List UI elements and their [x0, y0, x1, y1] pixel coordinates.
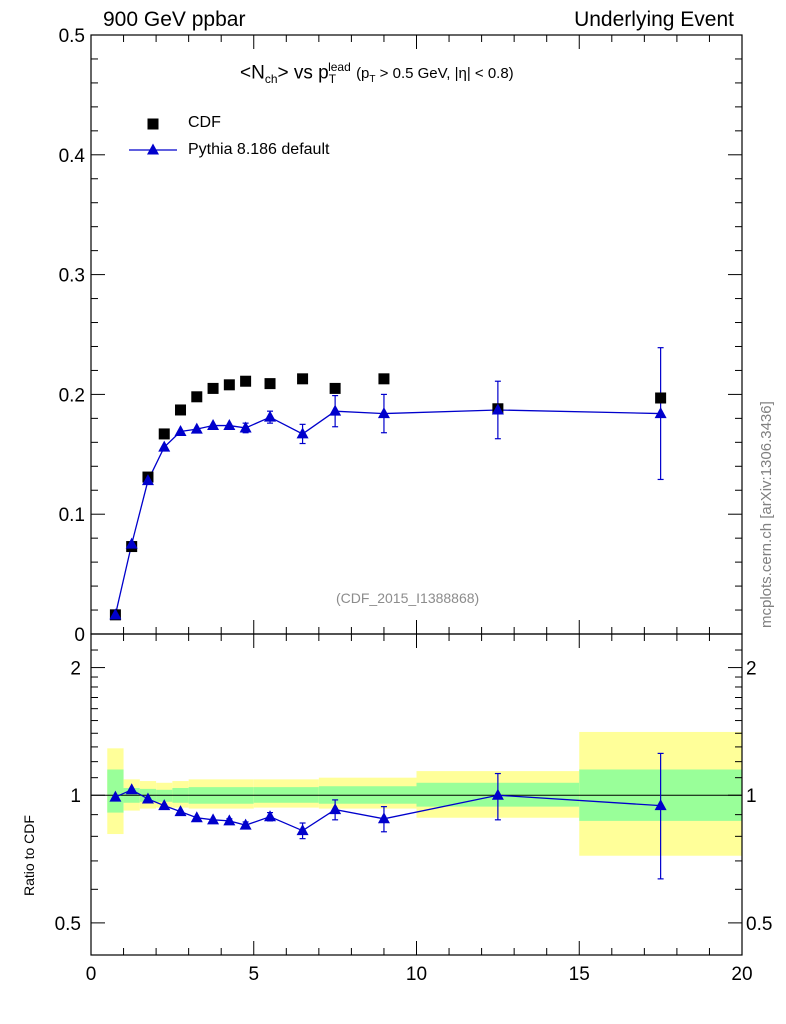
y-tick-label: 0.4 — [59, 146, 86, 167]
y-tick-label: 0.2 — [59, 385, 85, 406]
cdf-point — [191, 391, 203, 403]
pythia-point — [174, 425, 187, 437]
x-tick-label: 0 — [86, 964, 97, 985]
pythia-point — [190, 422, 203, 434]
cdf-point — [158, 428, 170, 440]
ratio-panel-axes: 0 5 10 15 20 0.5 0.5 1 1 2 2 — [55, 633, 772, 985]
x-tick-label: 5 — [248, 964, 259, 985]
pythia-point — [296, 427, 309, 439]
cdf-point — [175, 404, 187, 416]
pythia-point — [158, 440, 171, 452]
title-t-subscript: T — [328, 72, 337, 87]
ratio-point — [654, 799, 667, 811]
title-cuts: (pT > 0.5 GeV, |η| < 0.8) — [356, 65, 514, 86]
plot-title: <Nch> vs pTlead (pT > 0.5 GeV, |η| < 0.8… — [240, 60, 514, 86]
ratio-point — [491, 788, 504, 800]
collision-label: 900 GeV ppbar — [103, 8, 246, 31]
ratio-y-tick-label-right: 2 — [746, 659, 757, 680]
band-inner — [156, 789, 173, 802]
ratio-point — [207, 813, 220, 825]
ratio-point — [141, 792, 154, 804]
ratio-point — [296, 824, 309, 836]
cdf-point — [223, 379, 235, 391]
legend-markers — [129, 118, 177, 155]
side-credit-label: mcplots.cern.ch [arXiv:1306.3436] — [758, 401, 775, 628]
cdf-point — [329, 382, 341, 394]
cdf-point — [378, 373, 390, 385]
y-tick-label: 0.3 — [59, 266, 85, 287]
cuts-rest: > 0.5 GeV, |η| < 0.8) — [375, 65, 514, 83]
ratio-y-axis-label: Ratio to CDF — [21, 815, 37, 896]
ratio-y-tick-label-left: 0.5 — [55, 914, 81, 935]
title-mid: > vs p — [277, 62, 329, 84]
ratio-y-tick-label-right: 0.5 — [746, 914, 772, 935]
pythia-point — [207, 419, 220, 431]
y-tick-label: 0.1 — [59, 505, 85, 526]
cuts-t-subscript: T — [369, 74, 376, 86]
pythia-point — [491, 403, 504, 415]
pythia-point — [223, 419, 236, 431]
pythia-point — [141, 474, 154, 486]
ratio-point — [329, 803, 342, 815]
ratio-point — [125, 783, 138, 795]
pythia-point — [329, 404, 342, 416]
cdf-point — [207, 382, 219, 394]
cdf-point — [655, 392, 667, 404]
pythia-point — [239, 421, 252, 433]
pythia-point — [125, 537, 138, 549]
ratio-point — [239, 818, 252, 830]
cuts-open: (p — [356, 65, 370, 83]
cdf-point — [297, 373, 309, 385]
main-panel-series — [109, 347, 667, 621]
cdf-point — [240, 375, 252, 387]
analysis-label: Underlying Event — [574, 8, 734, 31]
x-tick-label: 15 — [569, 964, 590, 985]
pythia-point — [654, 407, 667, 419]
ratio-point — [264, 810, 277, 822]
pythia-point — [377, 407, 390, 419]
pythia-point — [264, 410, 277, 422]
ratio-y-tick-label-right: 1 — [746, 786, 757, 807]
legend-entry-pythia: Pythia 8.186 default — [188, 141, 330, 158]
ratio-point — [223, 814, 236, 826]
x-tick-label: 20 — [731, 964, 752, 985]
ratio-y-tick-label-left: 2 — [70, 659, 81, 680]
pythia-line — [114, 409, 661, 615]
ratio-point — [377, 812, 390, 824]
ratio-point — [190, 811, 203, 823]
ratio-y-tick-label-left: 1 — [70, 786, 81, 807]
ratio-point — [109, 790, 122, 802]
legend-entry-cdf: CDF — [188, 114, 221, 131]
reference-label: (CDF_2015_I1388868) — [336, 590, 480, 606]
pythia-point — [109, 608, 122, 620]
ratio-panel-series — [109, 752, 667, 880]
legend-marker-cdf — [147, 118, 159, 130]
ratio-uncertainty-bands — [107, 731, 742, 856]
cdf-point — [264, 378, 276, 390]
ratio-point — [174, 805, 187, 817]
y-tick-label: 0.5 — [59, 26, 85, 47]
legend-marker-pythia — [147, 143, 159, 155]
title-prefix: <N — [240, 62, 265, 84]
main-panel-axes: 0.1 0.2 0.3 0.4 0.5 0 — [59, 26, 743, 646]
title-ch-subscript: ch — [264, 72, 278, 87]
title-lead-superscript: lead — [328, 60, 351, 74]
ratio-point — [158, 799, 171, 811]
x-tick-label: 10 — [406, 964, 427, 985]
y-tick-label-zero: 0 — [74, 625, 85, 646]
